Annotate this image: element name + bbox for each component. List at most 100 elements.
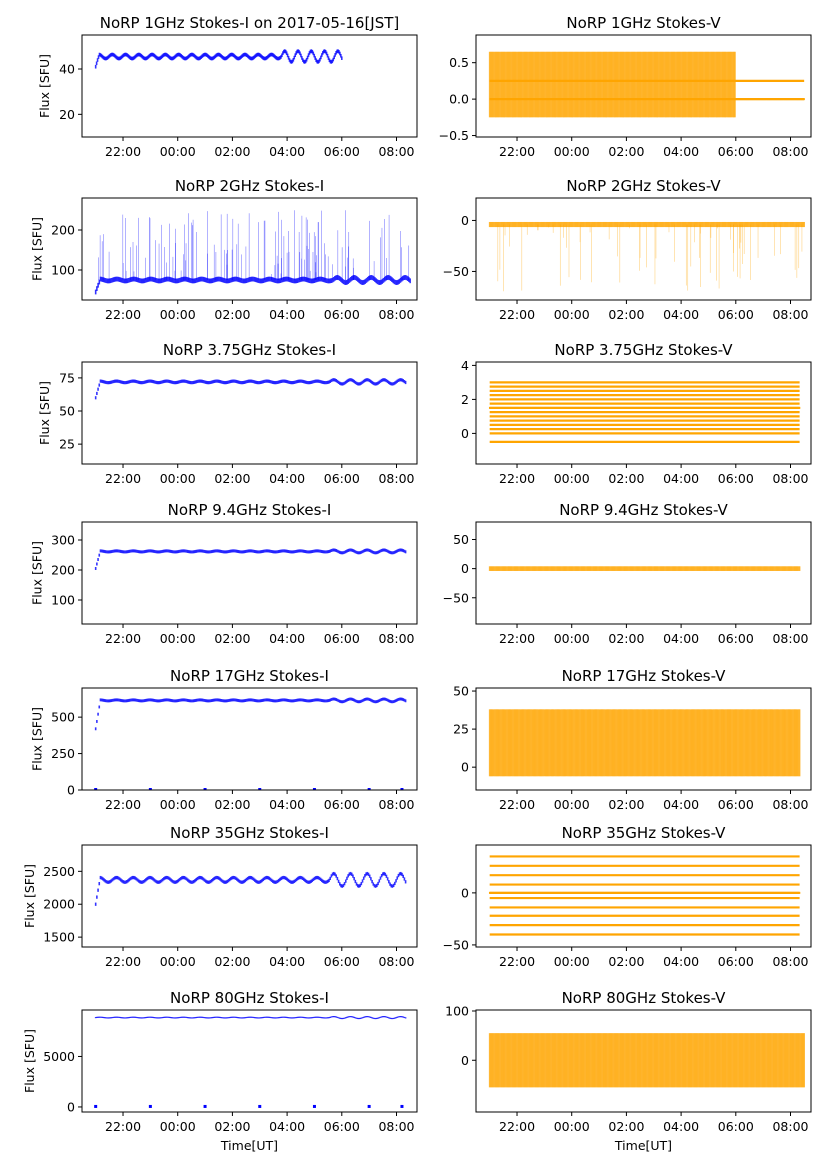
y-tick-label: 0 [461, 885, 469, 900]
y-tick-label: 40 [59, 62, 75, 77]
dropout-point [148, 788, 152, 790]
y-axis-label: Flux [SFU] [22, 864, 37, 928]
x-tick-label: 00:00 [160, 1119, 196, 1134]
x-tick-label: 08:00 [772, 307, 808, 322]
x-tick-label: 22:00 [105, 307, 141, 322]
x-tick-label: 06:00 [324, 144, 360, 159]
chart-title: NoRP 2GHz Stokes-I [175, 177, 324, 195]
data-series [488, 1033, 805, 1088]
y-axis-label: Flux [SFU] [30, 707, 45, 771]
x-tick-label: 22:00 [499, 631, 535, 646]
subplot-2: NoRP 2GHz Stokes-I 100 200 22:00 00:00 02:00 0… [30, 177, 418, 322]
x-tick-label: 22:00 [499, 307, 535, 322]
x-tick-label: 08:00 [378, 307, 414, 322]
axes-frame [475, 361, 812, 465]
x-tick-label: 00:00 [554, 1119, 590, 1134]
chart-title: NoRP 17GHz Stokes-V [562, 667, 727, 685]
x-tick-label: 22:00 [105, 471, 141, 486]
x-tick-label: 00:00 [160, 954, 196, 969]
x-tick-label: 02:00 [608, 1119, 644, 1134]
x-tick-label: 08:00 [378, 954, 414, 969]
x-tick-label: 06:00 [718, 797, 754, 812]
y-tick-label: 0 [461, 1053, 469, 1068]
x-tick-label: 00:00 [554, 797, 590, 812]
subplot-7: NoRP 9.4GHz Stokes-V −50 0 50 22:00 00:00 02:0… [443, 501, 812, 646]
x-tick-label: 04:00 [663, 471, 699, 486]
dropout-point [400, 1104, 404, 1108]
data-series [94, 378, 407, 400]
x-tick-label: 08:00 [378, 631, 414, 646]
y-tick-label: 20 [59, 107, 75, 122]
x-tick-label: 04:00 [663, 144, 699, 159]
axes-frame [475, 34, 812, 138]
data-series [488, 51, 805, 118]
x-tick-label: 06:00 [324, 631, 360, 646]
x-axis-label: Time[UT] [220, 1138, 278, 1153]
x-tick-label: 06:00 [718, 471, 754, 486]
y-tick-label: −0.5 [439, 128, 469, 143]
y-tick-label: 500 [51, 710, 75, 725]
dropout-point [258, 1104, 262, 1108]
axes-frame [475, 197, 812, 301]
x-tick-label: 02:00 [608, 144, 644, 159]
axes-frame [475, 844, 812, 948]
x-tick-label: 00:00 [554, 144, 590, 159]
x-tick-label: 00:00 [160, 797, 196, 812]
y-tick-label: 25 [59, 437, 75, 452]
x-tick-label: 08:00 [378, 471, 414, 486]
dropout-point [367, 1104, 371, 1108]
x-tick-label: 04:00 [269, 307, 305, 322]
x-tick-label: 04:00 [269, 471, 305, 486]
x-tick-label: 06:00 [718, 1119, 754, 1134]
x-tick-label: 02:00 [214, 797, 250, 812]
y-tick-label: 5000 [43, 1049, 75, 1064]
data-series [94, 210, 411, 295]
dropout-point [203, 1104, 207, 1108]
y-tick-label: 200 [51, 223, 75, 238]
x-tick-label: 04:00 [269, 1119, 305, 1134]
dropout-point [203, 788, 207, 790]
x-tick-label: 06:00 [718, 144, 754, 159]
y-axis-label: Flux [SFU] [37, 54, 52, 118]
subplot-0: NoRP 1GHz Stokes-I on 2017-05-16[JST] 20 4… [37, 14, 418, 159]
axes-frame [475, 687, 812, 791]
axes-frame [81, 361, 418, 465]
subplot-12: NoRP 80GHz Stokes-I 0 5000 22:00 00:00 02:00 0… [22, 989, 418, 1153]
x-tick-label: 02:00 [608, 954, 644, 969]
dropout-point [258, 788, 262, 790]
chart-title: NoRP 80GHz Stokes-V [562, 989, 727, 1007]
x-tick-label: 06:00 [324, 1119, 360, 1134]
x-tick-label: 06:00 [718, 954, 754, 969]
chart-title: NoRP 1GHz Stokes-I on 2017-05-16[JST] [100, 14, 400, 32]
dropout-point [400, 788, 404, 790]
x-tick-label: 22:00 [499, 797, 535, 812]
y-tick-label: 2500 [43, 864, 75, 879]
x-tick-label: 22:00 [499, 954, 535, 969]
data-series [488, 221, 805, 292]
x-tick-label: 04:00 [663, 954, 699, 969]
data-series [94, 49, 343, 69]
dropout-point [94, 1104, 98, 1108]
subplot-10: NoRP 35GHz Stokes-I 1500 2000 2500 22:00 00:0… [22, 824, 418, 969]
y-tick-label: 25 [453, 722, 469, 737]
y-tick-label: 0 [461, 426, 469, 441]
subplot-1: NoRP 1GHz Stokes-V −0.5 0.0 0.5 22:00 00:00 02… [439, 14, 812, 159]
data-series [94, 1015, 407, 1108]
chart-title: NoRP 3.75GHz Stokes-I [163, 341, 336, 359]
axes-frame [81, 687, 418, 791]
x-tick-label: 08:00 [772, 797, 808, 812]
x-axis-label: Time[UT] [614, 1138, 672, 1153]
chart-title: NoRP 9.4GHz Stokes-I [168, 501, 332, 519]
axes-frame [81, 521, 418, 625]
y-tick-label: 50 [453, 684, 469, 699]
x-tick-label: 06:00 [324, 471, 360, 486]
x-tick-label: 08:00 [772, 471, 808, 486]
x-tick-label: 02:00 [608, 307, 644, 322]
axes-frame [81, 844, 418, 948]
x-tick-label: 08:00 [772, 1119, 808, 1134]
subplot-13: NoRP 80GHz Stokes-V 0 100 22:00 00:00 02:00 04… [445, 989, 812, 1153]
subplot-4: NoRP 3.75GHz Stokes-I 25 50 75 22:00 00:00 02:… [37, 341, 418, 486]
y-tick-label: 75 [59, 370, 75, 385]
y-tick-label: 100 [51, 593, 75, 608]
